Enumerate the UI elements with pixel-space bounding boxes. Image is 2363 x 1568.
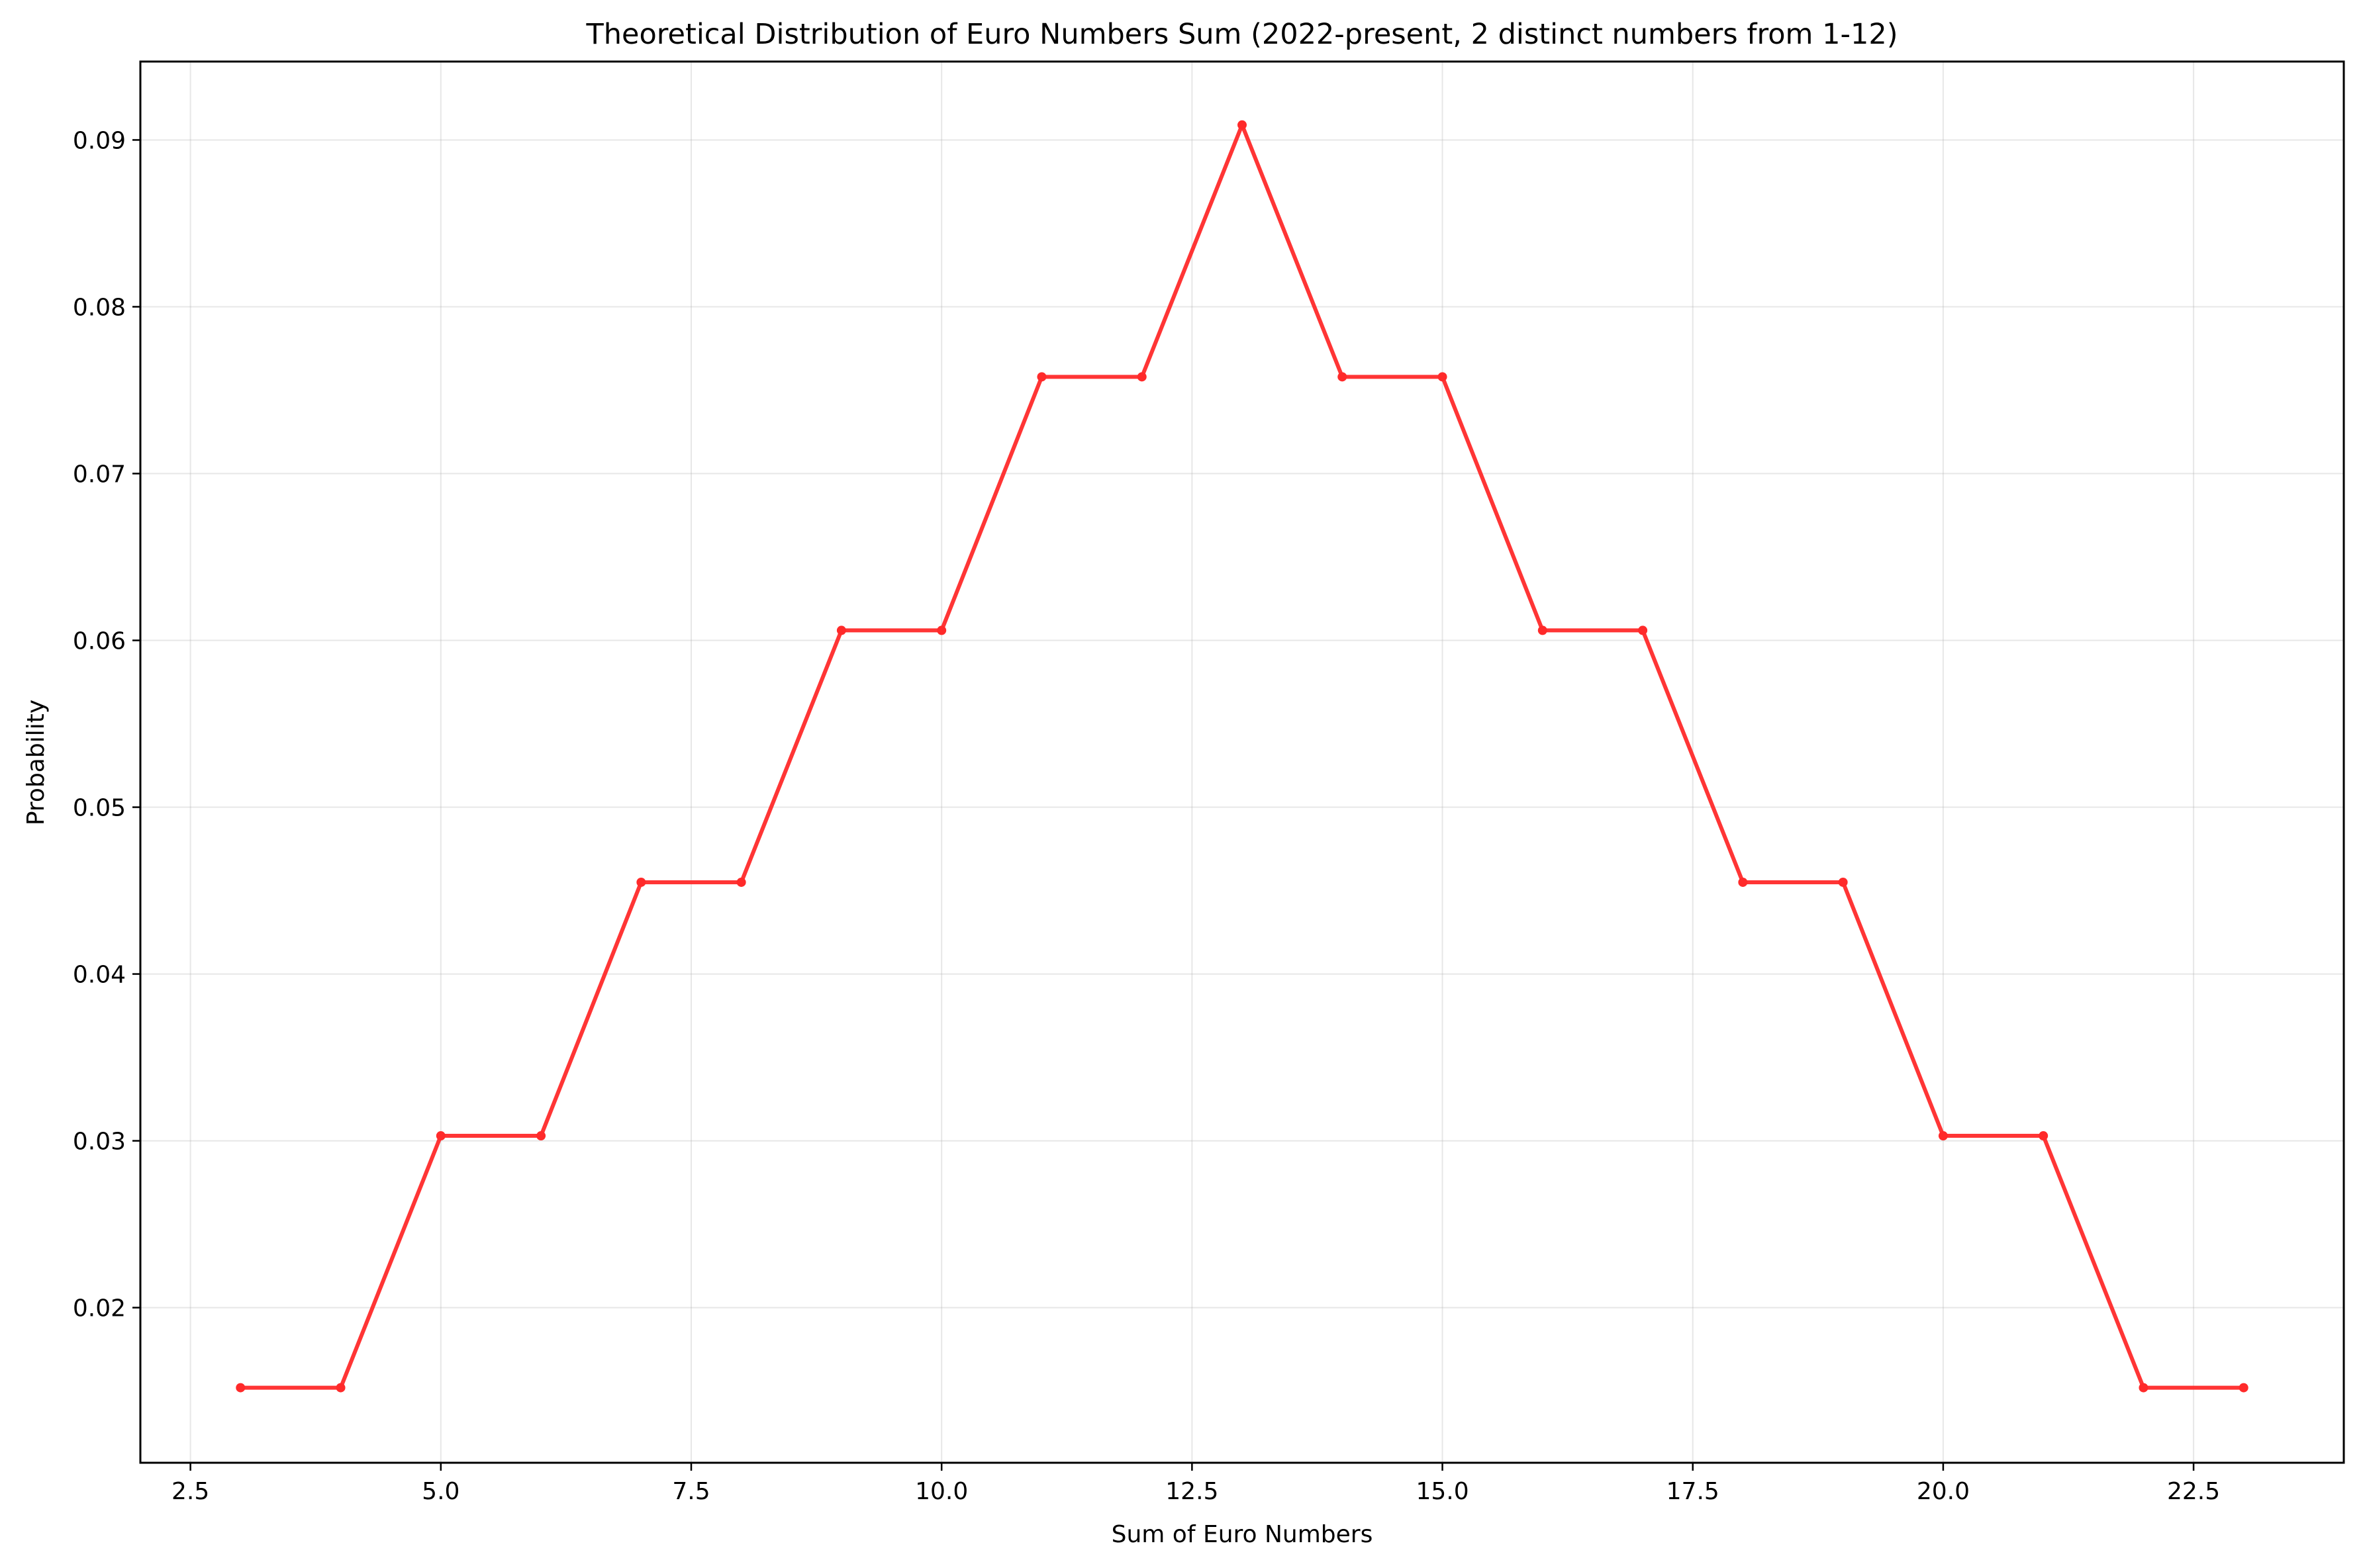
data-point [1938, 1131, 1948, 1141]
data-point [1638, 625, 1648, 635]
x-axis-title: Sum of Euro Numbers [1112, 1521, 1373, 1548]
data-point [836, 625, 846, 635]
data-point [1537, 625, 1547, 635]
grid-lines [140, 62, 2344, 1463]
data-point [2239, 1383, 2248, 1393]
data-point [1037, 372, 1047, 382]
data-point [1337, 372, 1347, 382]
data-point [1838, 877, 1848, 887]
data-point [736, 877, 746, 887]
data-point [436, 1131, 446, 1141]
y-tick-label: 0.02 [73, 1295, 126, 1322]
data-point [2139, 1383, 2148, 1393]
y-tick-label: 0.07 [73, 461, 126, 488]
y-tick-label: 0.06 [73, 628, 126, 655]
data-point [336, 1383, 346, 1393]
y-axis-ticks: 0.02 0.03 0.04 0.05 0.06 0.07 0.08 0.09 [73, 127, 140, 1322]
x-tick-label: 10.0 [915, 1478, 968, 1505]
data-point [1237, 120, 1247, 130]
series-layer [236, 120, 2248, 1393]
y-tick-label: 0.03 [73, 1129, 126, 1156]
x-tick-label: 12.5 [1165, 1478, 1218, 1505]
x-tick-label: 22.5 [2167, 1478, 2220, 1505]
x-tick-label: 2.5 [171, 1478, 209, 1505]
data-point [636, 877, 646, 887]
x-tick-label: 5.0 [422, 1478, 459, 1505]
data-point [2039, 1131, 2049, 1141]
x-tick-label: 15.0 [1416, 1478, 1469, 1505]
x-tick-label: 7.5 [672, 1478, 710, 1505]
chart-title: Theoretical Distribution of Euro Numbers… [586, 18, 1898, 51]
data-point [536, 1131, 546, 1141]
y-tick-label: 0.05 [73, 795, 126, 822]
data-point [1738, 877, 1748, 887]
y-axis-title: Probability [23, 700, 50, 825]
x-tick-label: 17.5 [1666, 1478, 1719, 1505]
data-point [1137, 372, 1147, 382]
y-tick-label: 0.09 [73, 127, 126, 154]
x-axis-ticks: 2.5 5.0 7.5 10.0 12.5 15.0 17.5 20.0 22.5 [171, 1463, 2220, 1505]
data-point [937, 625, 947, 635]
data-point [236, 1383, 246, 1393]
x-tick-label: 20.0 [1917, 1478, 1970, 1505]
y-tick-label: 0.08 [73, 294, 126, 321]
plot-area-frame [139, 60, 2345, 1464]
y-tick-label: 0.04 [73, 962, 126, 989]
data-point [1437, 372, 1447, 382]
